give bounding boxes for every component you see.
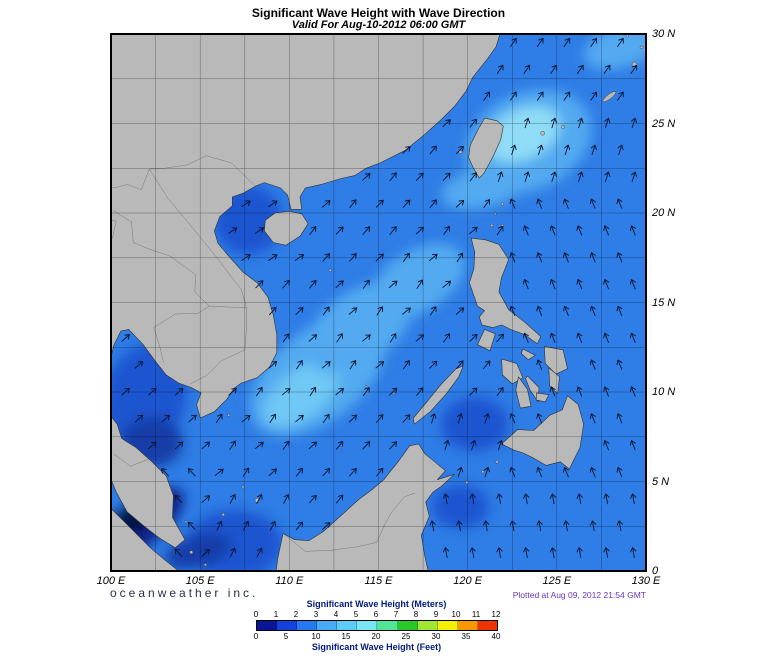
feet-tick: 10 <box>311 632 321 641</box>
feet-tick: 30 <box>431 632 441 641</box>
colorbar-cell <box>457 621 478 630</box>
meters-tick: 7 <box>393 610 399 619</box>
colorbar-cell <box>277 621 298 630</box>
meters-tick: 5 <box>353 610 359 619</box>
longitude-axis: 100 E 105 E 110 E 115 E 120 E 125 E 130 E <box>97 575 661 589</box>
feet-tick: 5 <box>283 632 289 641</box>
meters-tick: 6 <box>373 610 379 619</box>
lat-tick-label: 0 <box>652 565 659 577</box>
feet-tick: 15 <box>341 632 351 641</box>
lon-tick-label: 105 E <box>185 575 215 587</box>
feet-tick: 20 <box>371 632 381 641</box>
lat-tick-label: 30 N <box>652 28 676 40</box>
latitude-axis: 30 N 25 N 20 N 15 N 10 N 5 N 0 <box>652 28 697 577</box>
wave-direction-arrows <box>121 37 638 558</box>
chart-title: Significant Wave Height with Wave Direct… <box>251 6 506 20</box>
legend-feet-ticks: 0 5 10 15 20 25 30 35 40 <box>253 632 501 641</box>
map-frame <box>111 34 646 571</box>
colorbar-cell <box>297 621 318 630</box>
meters-tick: 1 <box>273 610 279 619</box>
legend-meters-ticks: 0 1 2 3 4 5 6 7 8 9 10 11 12 <box>253 610 501 619</box>
meters-tick: 12 <box>491 610 501 619</box>
feet-tick: 25 <box>401 632 411 641</box>
graticule <box>111 34 646 571</box>
plotted-timestamp: Plotted at Aug 09, 2012 21:54 GMT <box>512 590 646 600</box>
lat-tick-label: 25 N <box>652 117 676 130</box>
colorbar-cell <box>377 621 398 630</box>
legend-meters-label: Significant Wave Height (Meters) <box>306 599 447 609</box>
oceanweather-logo-text: oceanweather inc. <box>110 586 259 600</box>
colorbar-cell <box>437 621 458 630</box>
lon-tick-label: 115 E <box>364 575 393 587</box>
map-area <box>110 33 647 572</box>
meters-tick: 2 <box>293 610 299 619</box>
lon-tick-label: 110 E <box>275 575 304 587</box>
meters-tick: 9 <box>433 610 439 619</box>
wave-map-svg <box>111 34 646 571</box>
colorbar-cell <box>397 621 418 630</box>
colorbar-cell <box>337 621 358 630</box>
land-layer <box>111 34 584 571</box>
colorbar-cell <box>417 621 438 630</box>
lon-tick-label: 130 E <box>631 575 661 587</box>
lat-tick-label: 5 N <box>652 475 670 488</box>
feet-tick: 0 <box>253 632 259 641</box>
colorbar-cell <box>257 621 278 630</box>
colorbar-cell <box>477 621 497 630</box>
lon-tick-label: 120 E <box>453 575 483 587</box>
meters-tick: 10 <box>451 610 461 619</box>
meters-tick: 8 <box>413 610 419 619</box>
meters-tick: 4 <box>333 610 339 619</box>
lon-tick-label: 100 E <box>96 575 126 587</box>
meters-tick: 3 <box>313 610 319 619</box>
feet-tick: 35 <box>461 632 471 641</box>
feet-tick: 40 <box>491 632 501 641</box>
chart-subtitle: Valid For Aug-10-2012 06:00 GMT <box>291 19 466 31</box>
legend-feet-label: Significant Wave Height (Feet) <box>311 642 442 652</box>
lat-tick-label: 15 N <box>652 296 676 309</box>
meters-tick: 0 <box>253 610 259 619</box>
colorbar-cell <box>357 621 378 630</box>
meters-tick: 11 <box>471 610 481 619</box>
lon-tick-label: 125 E <box>542 575 572 587</box>
lat-tick-label: 20 N <box>652 207 676 219</box>
colorbar-cell <box>317 621 338 630</box>
colorbar <box>256 620 498 631</box>
lat-tick-label: 10 N <box>652 386 676 398</box>
country-borders <box>111 155 416 552</box>
